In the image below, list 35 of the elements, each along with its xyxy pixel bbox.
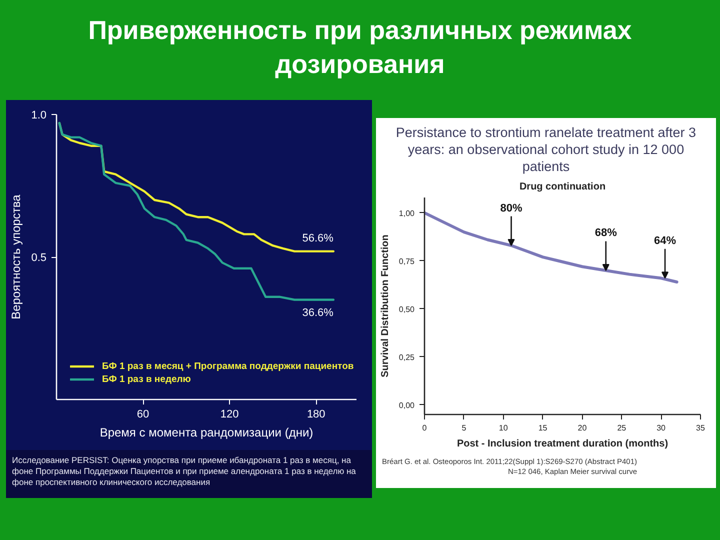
x-axis-title: Время с момента рандомизации (дни) bbox=[100, 426, 314, 440]
annotation: 36.6% bbox=[302, 306, 334, 319]
y-tick-label: 0.5 bbox=[31, 252, 47, 264]
x-tick-label: 120 bbox=[220, 408, 239, 420]
x-tick-label: 10 bbox=[498, 424, 508, 432]
x-tick-label: 15 bbox=[538, 424, 548, 432]
y-tick-label: 0,50 bbox=[398, 304, 416, 314]
x-tick-label: 35 bbox=[696, 424, 706, 432]
y-tick-label: 1,00 bbox=[398, 208, 416, 218]
x-tick-label: 0 bbox=[422, 424, 428, 432]
x-axis-title: Post - Inclusion treatment duration (months) bbox=[456, 438, 668, 450]
y-axis-title: Survival Distribution Function bbox=[380, 234, 391, 378]
y-tick-label: 1.0 bbox=[31, 110, 47, 122]
line-series bbox=[424, 211, 678, 284]
y-tick-label: 0,00 bbox=[398, 400, 416, 410]
x-tick-label: 25 bbox=[617, 424, 627, 432]
y-tick-label: 0,75 bbox=[398, 256, 416, 266]
chart-subtitle: Drug continuation bbox=[519, 182, 606, 192]
y-tick-label: 0,25 bbox=[398, 352, 416, 362]
legend-label: БФ 1 раз в неделю bbox=[102, 374, 191, 384]
x-tick-label: 180 bbox=[306, 408, 326, 420]
chart-title: Приверженность при различных режимах дозирования bbox=[87, 14, 633, 81]
x-tick-label: 30 bbox=[656, 424, 666, 432]
x-tick-label: 60 bbox=[136, 408, 150, 420]
line-series bbox=[58, 122, 335, 301]
y-axis-title: Вероятность упорства bbox=[9, 194, 24, 320]
text: Исследование PERSIST: Оценка упорства при приеме ибандроната 1 раз в месяц, на фоне Программы Поддержки Пациентов и при приеме алендроната 1 раз в неделю на фоне проспективного клинического исследования bbox=[12, 455, 357, 488]
x-tick-label: 5 bbox=[462, 424, 467, 432]
x-tick-label: 20 bbox=[578, 424, 588, 432]
annotation: 64% bbox=[654, 234, 676, 247]
legend-label: БФ 1 раз в месяц + Программа поддержки пациентов bbox=[102, 360, 354, 372]
annotation: 56.6% bbox=[302, 232, 334, 244]
annotation: 68% bbox=[594, 227, 618, 240]
annotation: 80% bbox=[500, 202, 522, 214]
chart-title: Persistance to strontium ranelate treatment after 3 years: an observational cohort study in 12 000 patients bbox=[376, 118, 716, 176]
